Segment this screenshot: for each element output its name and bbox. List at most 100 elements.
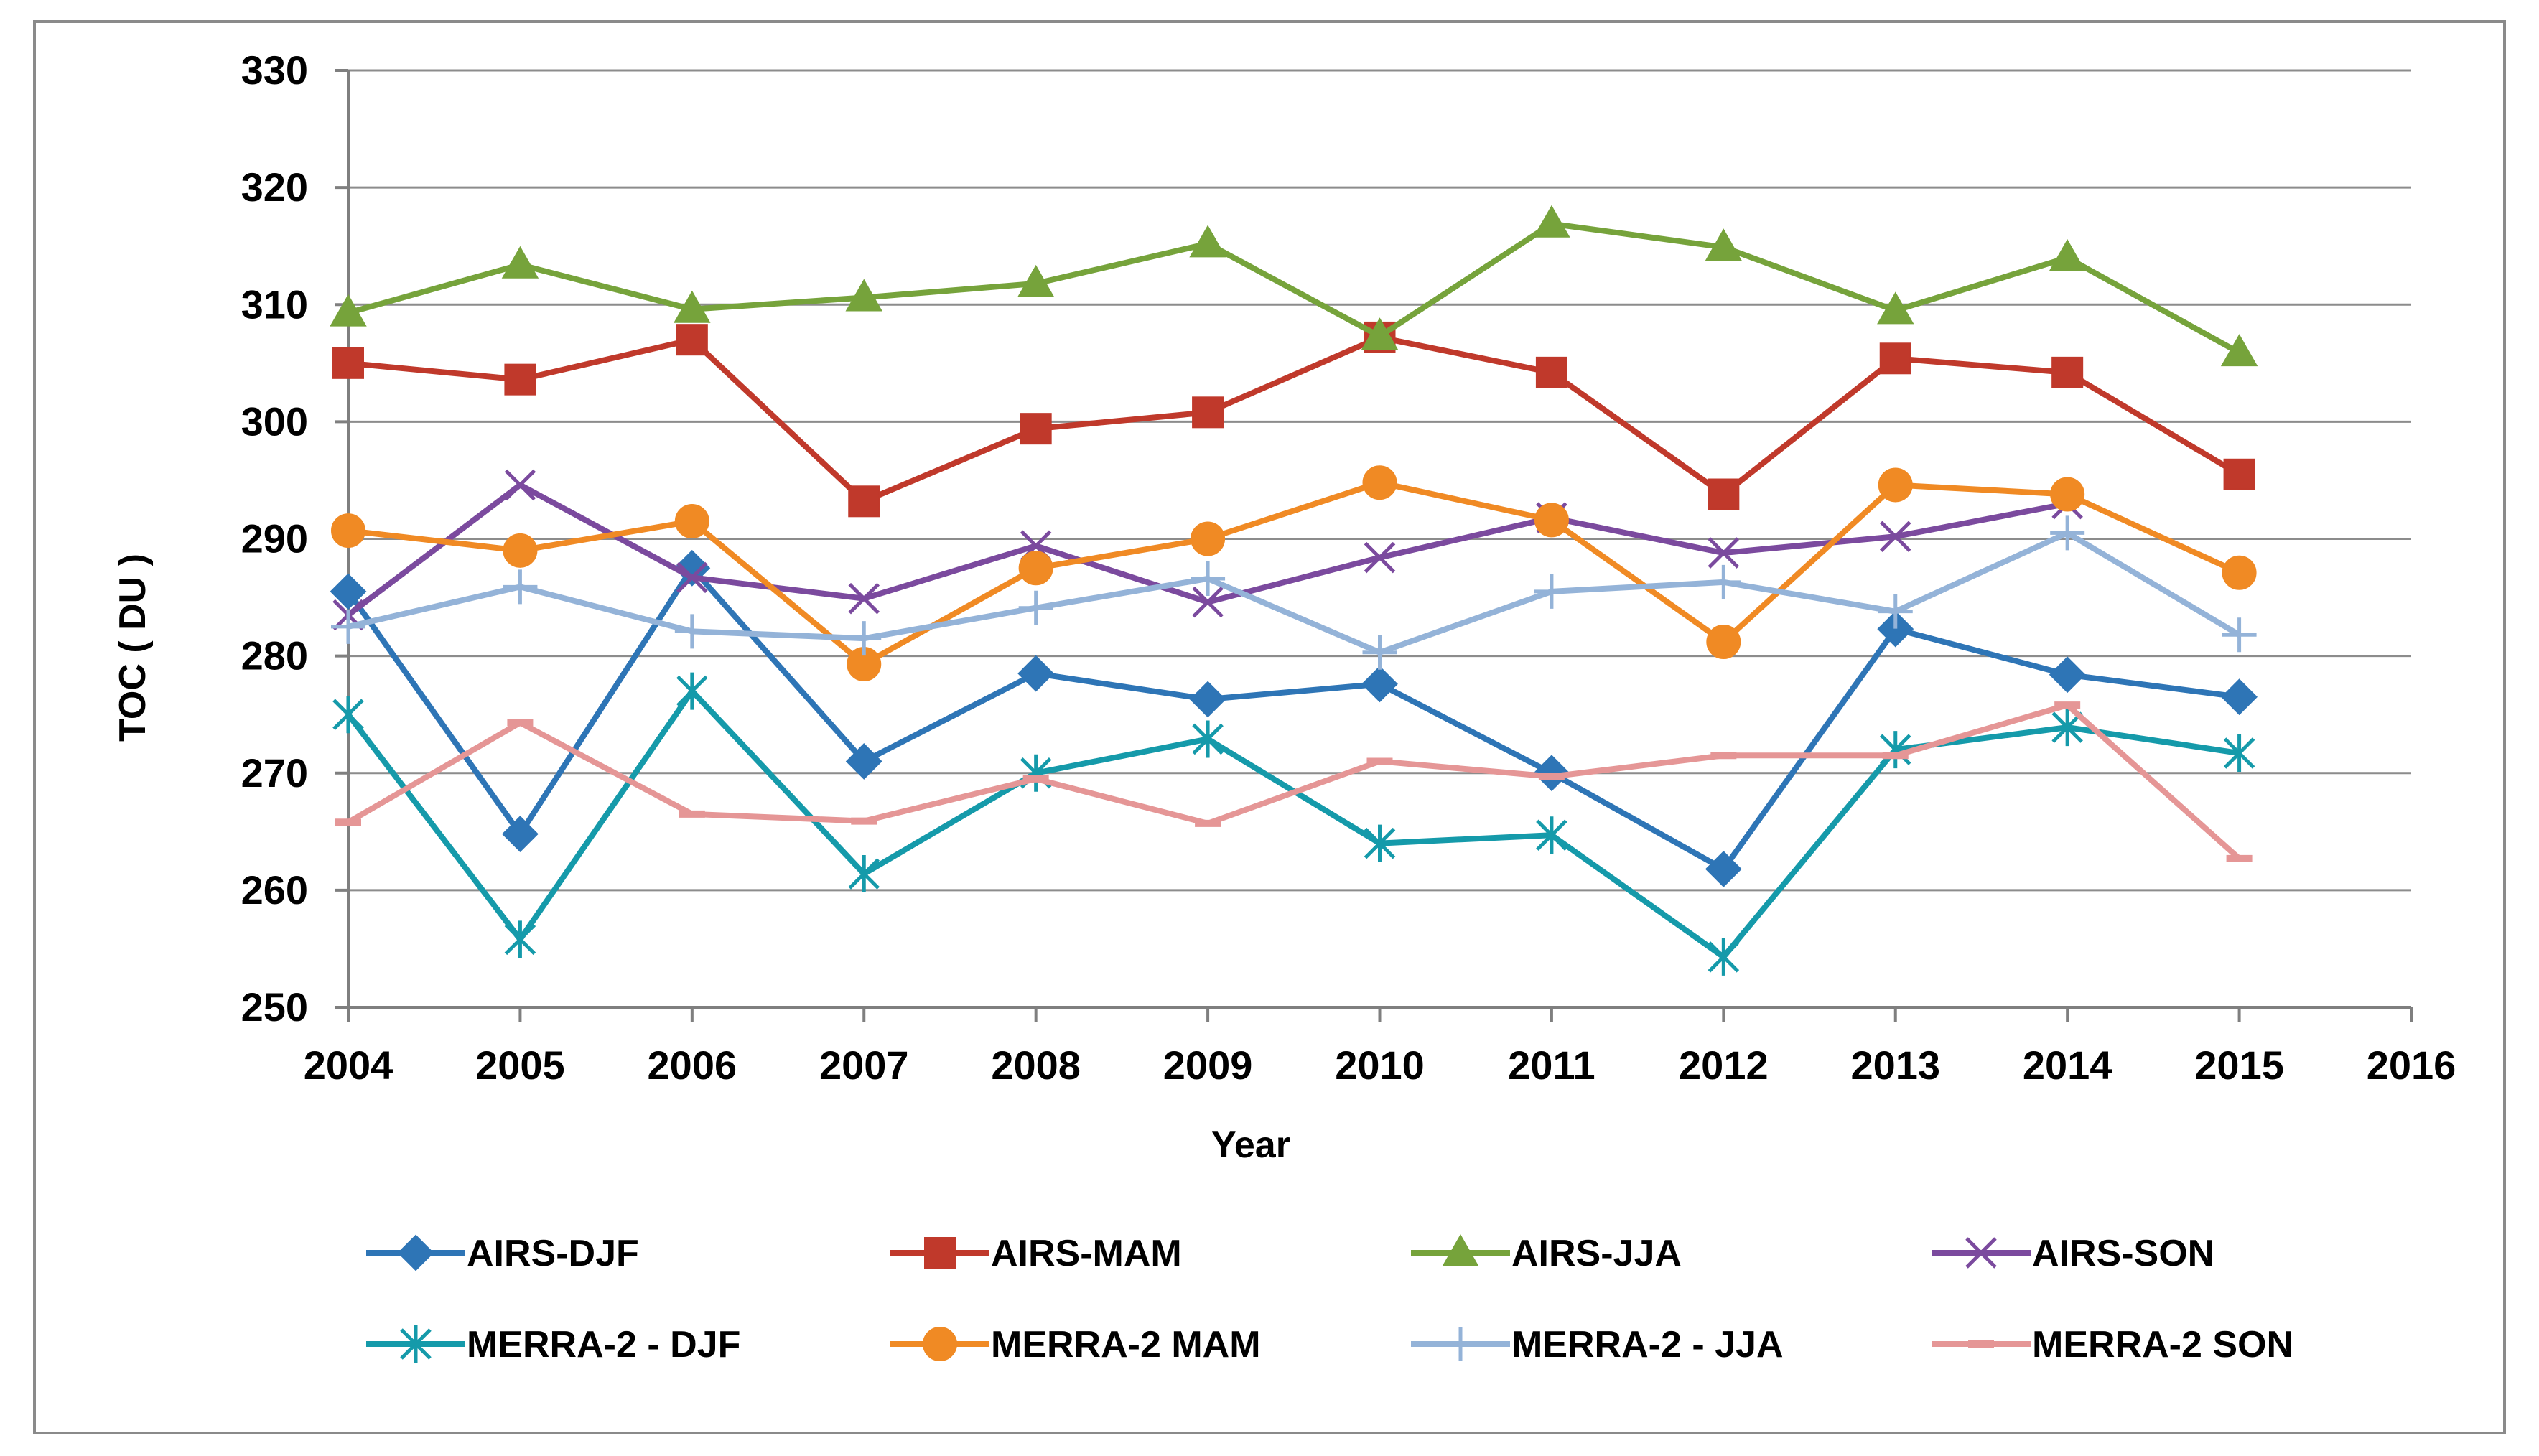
data-point xyxy=(1192,396,1224,429)
x-tick-label: 2004 xyxy=(304,1042,393,1088)
data-point xyxy=(1534,574,1569,609)
series-line xyxy=(348,334,2241,505)
x-tick-label: 2007 xyxy=(819,1042,909,1088)
data-point xyxy=(504,363,536,396)
data-point xyxy=(331,513,365,549)
data-point xyxy=(1020,413,1052,445)
y-tick-label: 260 xyxy=(241,867,308,913)
legend-item: MERRA-2 SON xyxy=(1932,1324,2293,1366)
data-point xyxy=(1017,264,1055,297)
data-point xyxy=(1192,720,1224,758)
data-point xyxy=(1879,521,1911,553)
data-point xyxy=(1191,521,1226,556)
series-merra-2-mam xyxy=(331,465,2257,682)
y-tick-label: 310 xyxy=(241,281,308,327)
data-point xyxy=(1877,291,1914,325)
marker-stroke xyxy=(676,561,708,594)
data-point xyxy=(674,504,709,539)
y-tick-label: 290 xyxy=(241,516,308,561)
data-point xyxy=(1877,610,1914,648)
data-point xyxy=(2220,334,2258,367)
x-tick-label: 2016 xyxy=(2367,1042,2456,1088)
data-point xyxy=(1705,851,1742,887)
series-line xyxy=(345,565,2240,872)
data-point xyxy=(1708,938,1740,976)
data-point xyxy=(1534,503,1569,538)
data-point xyxy=(504,920,536,958)
data-point xyxy=(2222,555,2257,590)
legend-item: AIRS-SON xyxy=(1932,1233,2214,1274)
data-point xyxy=(1017,655,1055,692)
data-point xyxy=(924,1237,956,1269)
data-point xyxy=(501,246,539,279)
data-point xyxy=(1361,666,1398,703)
data-point xyxy=(502,816,539,852)
y-axis-title: TOC ( DU ) xyxy=(112,554,154,742)
legend-label: AIRS-DJF xyxy=(467,1233,639,1274)
data-point xyxy=(1442,1233,1479,1266)
data-point xyxy=(1705,228,1743,261)
data-point xyxy=(1192,586,1224,618)
data-point xyxy=(332,347,364,379)
marker-stroke xyxy=(1192,586,1224,618)
data-point xyxy=(845,279,882,312)
series-line xyxy=(348,530,2241,655)
data-point xyxy=(845,743,882,780)
series-merra-2-son xyxy=(335,701,2253,862)
data-point xyxy=(1018,590,1053,625)
x-axis-title: Year xyxy=(1211,1124,1290,1166)
data-point xyxy=(397,1234,434,1271)
legend-item: MERRA-2 - DJF xyxy=(366,1324,740,1366)
data-point xyxy=(1535,356,1567,388)
gridlines xyxy=(348,69,2411,892)
data-point xyxy=(1191,561,1226,596)
legend-item: MERRA-2 MAM xyxy=(890,1324,1261,1366)
data-point xyxy=(2051,356,2084,388)
data-point xyxy=(330,294,367,327)
y-tick-label: 280 xyxy=(241,633,308,678)
data-point xyxy=(2051,709,2083,747)
x-tick-label: 2006 xyxy=(648,1042,737,1088)
x-tick-label: 2015 xyxy=(2194,1042,2284,1088)
data-point xyxy=(848,485,880,518)
data-point xyxy=(674,614,709,649)
data-point xyxy=(2221,678,2258,716)
data-point xyxy=(400,1325,432,1363)
series-line xyxy=(345,688,2240,960)
x-tick-label: 2010 xyxy=(1335,1042,1425,1088)
y-tick-label: 330 xyxy=(241,47,308,93)
data-point xyxy=(504,469,536,501)
legend-item: AIRS-MAM xyxy=(890,1233,1182,1274)
data-point xyxy=(1018,551,1053,586)
data-point xyxy=(1533,205,1570,238)
data-point xyxy=(1361,317,1399,350)
legend-item: AIRS-DJF xyxy=(366,1233,639,1274)
series-merra-2-djf xyxy=(332,672,2255,976)
data-point xyxy=(2050,477,2085,512)
series-line xyxy=(346,702,2242,861)
data-point xyxy=(676,561,708,594)
marker-stroke xyxy=(1708,537,1740,569)
x-tick-label: 2009 xyxy=(1163,1042,1253,1088)
data-point xyxy=(923,1327,957,1361)
data-point xyxy=(1878,594,1913,629)
y-tick-label: 320 xyxy=(241,164,308,210)
y-tick-label: 270 xyxy=(241,750,308,795)
data-point xyxy=(1706,625,1741,660)
x-tick-label: 2008 xyxy=(991,1042,1081,1088)
legend-label: AIRS-MAM xyxy=(991,1233,1182,1274)
x-tick-label: 2014 xyxy=(2023,1042,2112,1088)
data-point xyxy=(2222,617,2257,653)
data-point xyxy=(2223,734,2255,773)
data-point xyxy=(1189,225,1226,258)
series-line xyxy=(348,480,2241,668)
tick-labels: 250 260 270 280 290 300 310 320 330 2004 2005 2006 2… xyxy=(241,47,2456,1088)
data-point xyxy=(1362,635,1397,670)
legend-label: AIRS-SON xyxy=(2032,1233,2214,1274)
data-point xyxy=(2049,238,2086,271)
data-point xyxy=(848,855,880,893)
data-point xyxy=(332,696,364,734)
legend-item: AIRS-JJA xyxy=(1411,1233,1682,1274)
legend-label: MERRA-2 - JJA xyxy=(1511,1324,1784,1366)
series-line xyxy=(347,220,2241,355)
